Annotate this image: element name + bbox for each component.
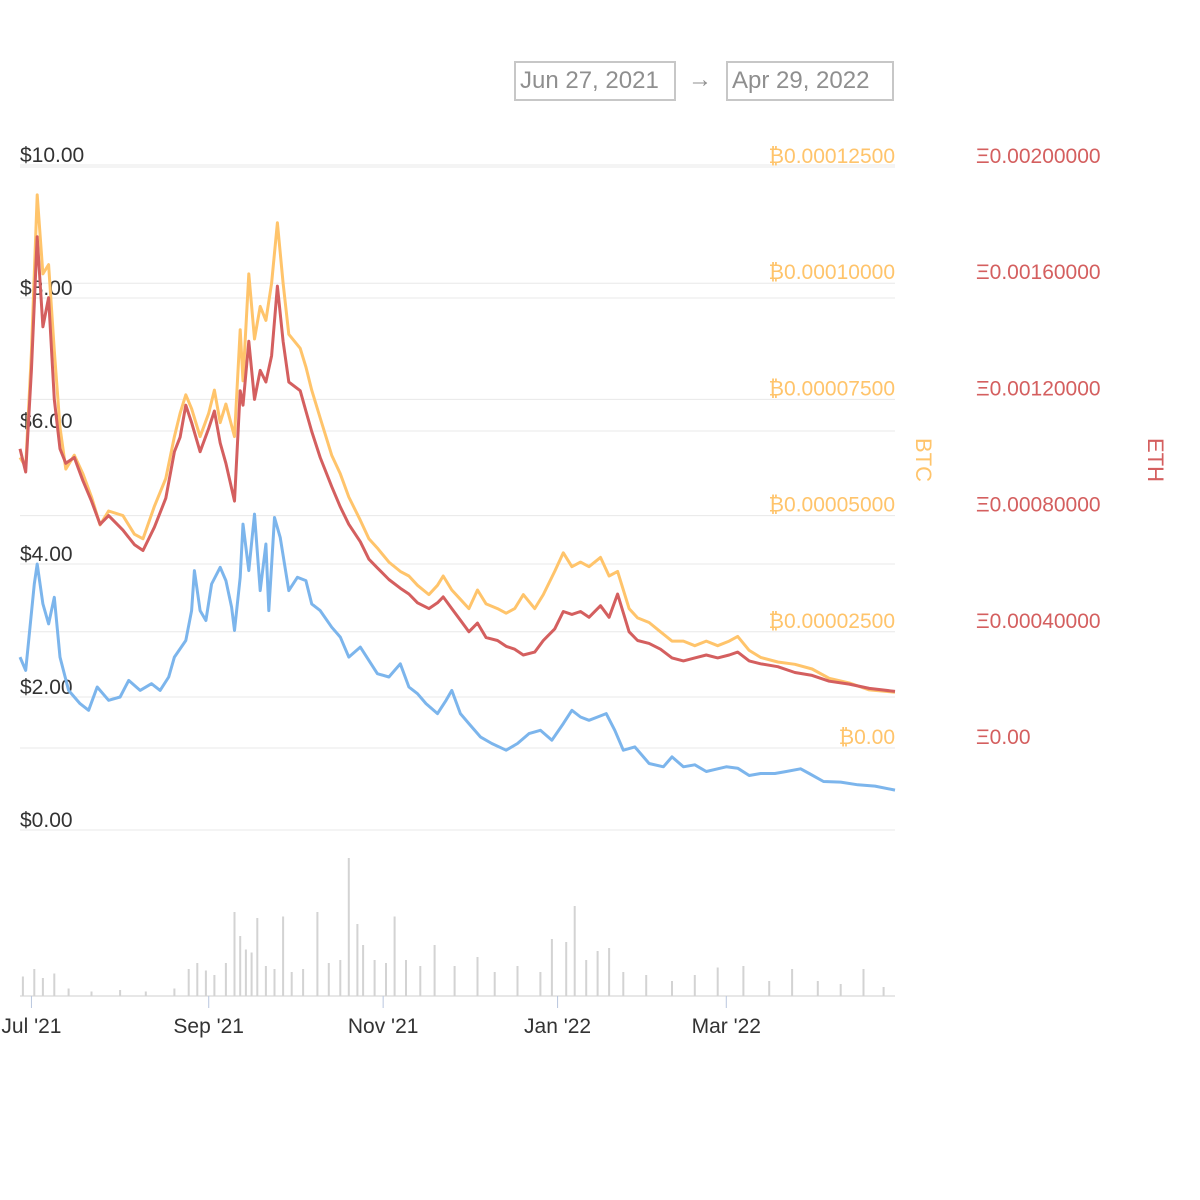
date-range-to-input[interactable]: Apr 29, 2022 (726, 61, 894, 101)
volume-bar (476, 957, 479, 996)
x-tick-label: Jan '22 (524, 1015, 591, 1038)
volume-bar (233, 912, 236, 996)
volume-bar (882, 987, 885, 996)
volume-bar (302, 969, 305, 996)
volume-bar (290, 972, 293, 996)
volume-bar (144, 991, 147, 996)
volume-bar (742, 966, 745, 996)
x-tick-label: Mar '22 (692, 1015, 761, 1038)
volume-bar (453, 966, 456, 996)
volume-bar (585, 960, 588, 996)
volume-bar (716, 967, 719, 996)
volume-bar (187, 969, 190, 996)
volume-bar (862, 969, 865, 996)
date-range-arrow: → (688, 66, 712, 93)
x-tick-label: Sep '21 (173, 1015, 244, 1038)
volume-bars (20, 858, 895, 997)
btc-axis: ₿0.00 ₿0.00002500 ₿0.00005000 ₿0.00007500 ₿0… (769, 145, 896, 749)
volume-bar (327, 963, 330, 996)
date-range-from-input[interactable]: Jun 27, 2021 (514, 61, 676, 101)
volume-bar (839, 984, 842, 996)
btc-tick-label: ₿0.00007500 (769, 377, 896, 400)
eth-series-line (18, 235, 896, 693)
volume-bar (768, 981, 771, 996)
volume-bar (573, 906, 576, 996)
volume-bar (250, 952, 253, 996)
eth-tick-label: Ξ0.00 (976, 726, 1031, 749)
eth-axis: Ξ0.00 Ξ0.00040000 Ξ0.00080000 Ξ0.00120000 Ξ0… (976, 145, 1101, 749)
volume-bar (433, 945, 436, 996)
volume-bar (608, 948, 611, 996)
x-tick-label: Nov '21 (348, 1015, 419, 1038)
eth-axis-title: ETH (1143, 438, 1168, 482)
volume-bar (90, 991, 93, 996)
volume-bar (373, 960, 376, 996)
btc-series-line (18, 193, 896, 694)
volume-bar (356, 924, 359, 996)
usd-tick-label: $4.00 (20, 543, 73, 566)
volume-bar (33, 969, 36, 996)
volume-bar (385, 963, 387, 996)
volume-bar (362, 945, 365, 996)
volume-bar (347, 858, 350, 996)
volume-bar (316, 912, 319, 996)
volume-bar (393, 916, 396, 996)
volume-bar (273, 969, 276, 996)
usd-tick-label: $8.00 (20, 277, 73, 300)
btc-tick-label: ₿0.00005000 (769, 494, 896, 517)
volume-bar (21, 976, 24, 996)
eth-tick-label: Ξ0.00080000 (976, 494, 1101, 517)
volume-bar (173, 988, 176, 996)
volume-bar (196, 963, 199, 996)
usd-series-line (18, 512, 896, 792)
volume-bar (791, 969, 794, 996)
volume-bar (204, 970, 207, 996)
usd-tick-label: $0.00 (20, 809, 73, 832)
volume-bar (67, 988, 70, 996)
volume-bar (565, 942, 568, 996)
volume-bar (550, 939, 553, 996)
eth-tick-label: Ξ0.00120000 (976, 377, 1101, 400)
volume-bar (419, 966, 422, 996)
volume-bar (264, 966, 267, 996)
btc-tick-label: ₿0.00002500 (769, 610, 896, 633)
volume-bar (41, 978, 44, 996)
volume-bar (224, 963, 227, 996)
volume-bar (516, 966, 519, 996)
volume-bar (816, 981, 819, 996)
grid-lines (20, 164, 895, 831)
btc-tick-label: ₿0.00 (839, 726, 895, 749)
usd-tick-label: $2.00 (20, 676, 73, 699)
btc-tick-label: ₿0.00012500 (769, 145, 896, 168)
btc-tick-label: ₿0.00010000 (769, 261, 896, 284)
volume-bar (256, 918, 259, 996)
eth-tick-label: Ξ0.00200000 (976, 145, 1101, 168)
volume-bar (671, 981, 673, 996)
volume-bar (622, 972, 625, 996)
volume-bar (493, 972, 496, 996)
volume-bar (405, 960, 407, 996)
volume-bar (339, 960, 342, 996)
btc-axis-title: BTC (911, 438, 936, 482)
usd-axis: $0.00$2.00$4.00$6.00$8.00$10.00 (20, 144, 84, 832)
volume-bar (282, 916, 285, 996)
series-lines (18, 193, 896, 792)
eth-tick-label: Ξ0.00040000 (976, 610, 1101, 633)
volume-bar (239, 936, 242, 996)
volume-bar (645, 975, 648, 996)
volume-bar (244, 949, 247, 996)
volume-bar (539, 972, 542, 996)
eth-tick-label: Ξ0.00160000 (976, 261, 1101, 284)
volume-bar (596, 951, 599, 996)
x-axis: Jul '21 Sep '21 Nov '21 Jan '22 Mar '22 (1, 996, 761, 1038)
volume-bar (53, 973, 56, 996)
volume-bar (119, 990, 122, 996)
x-tick-label: Jul '21 (1, 1015, 61, 1038)
usd-tick-label: $10.00 (20, 144, 84, 167)
volume-bar (213, 975, 216, 996)
volume-bar (693, 975, 696, 996)
